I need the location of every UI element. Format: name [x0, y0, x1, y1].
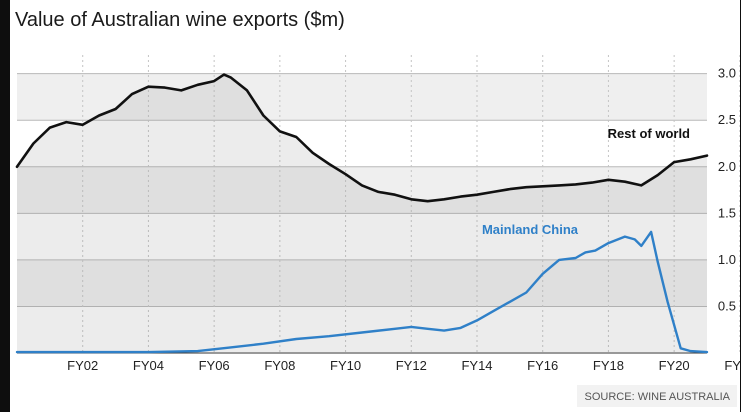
x-tick-label: FY10	[330, 358, 361, 373]
series-label-rest-of-world: Rest of world	[608, 126, 690, 141]
y-tick-labels: 0.5 1.0 1.5 2.0 2.5 3.0	[718, 66, 736, 314]
background-bands	[17, 73, 707, 307]
y-tick-label: 3.0	[718, 66, 736, 81]
chart-panel: Value of Australian wine exports ($m) 0.…	[10, 0, 740, 412]
y-tick-label: 2.5	[718, 112, 736, 127]
x-tick-label: FY22	[724, 358, 740, 373]
y-tick-label: 0.5	[718, 298, 736, 313]
x-tick-labels: FY02 FY04 FY06 FY08 FY10 FY12 FY14 FY16 FY18 FY20…	[67, 358, 740, 373]
shade-band-2	[17, 73, 707, 121]
x-tick-label: FY04	[133, 358, 164, 373]
x-tick-label: FY06	[199, 358, 230, 373]
y-tick-label: 1.0	[718, 252, 736, 267]
x-tick-label: FY20	[659, 358, 690, 373]
chart-title: Value of Australian wine exports ($m)	[15, 9, 345, 31]
source-note: SOURCE: WINE AUSTRALIA	[585, 391, 731, 403]
y-tick-label: 2.0	[718, 159, 736, 174]
mainland-china-line	[15, 230, 709, 354]
x-tick-label: FY12	[396, 358, 427, 373]
shade-band-0	[17, 259, 707, 307]
source-box	[577, 385, 737, 407]
x-tick-label: FY14	[461, 358, 492, 373]
shade-band-1	[17, 166, 707, 214]
x-tick-label: FY02	[67, 358, 98, 373]
series-label-mainland-china: Mainland China	[482, 222, 579, 237]
x-tick-label: FY16	[527, 358, 558, 373]
series-lines	[15, 73, 709, 354]
gridlines	[17, 55, 740, 354]
y-tick-label: 1.5	[718, 205, 736, 220]
x-tick-label: FY18	[593, 358, 624, 373]
wine-exports-chart: Value of Australian wine exports ($m) 0.…	[15, 9, 740, 407]
rest-of-world-line	[15, 73, 709, 203]
x-tick-label: FY08	[264, 358, 295, 373]
